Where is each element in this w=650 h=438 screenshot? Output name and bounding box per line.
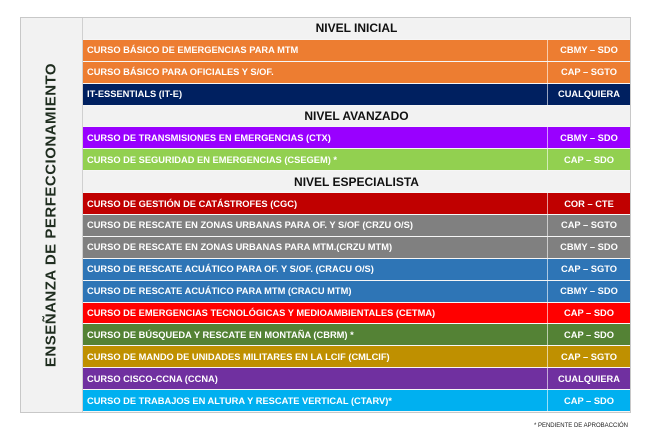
side-title-cell: ENSEÑANZA DE PERFECCIONAMIENTO — [21, 18, 83, 412]
footnote: * PENDIENTE DE APROBACCIÓN — [533, 423, 628, 429]
course-name: CURSO DE RESCATE ACUÁTICO PARA OF. Y S/O… — [83, 258, 547, 280]
course-name: CURSO DE SEGURIDAD EN EMERGENCIAS (CSEGE… — [83, 149, 547, 171]
course-rank: CAP – SDO — [547, 149, 630, 171]
table-row: CURSO DE BÚSQUEDA Y RESCATE EN MONTAÑA (… — [83, 324, 630, 347]
table-row: CURSO DE TRABAJOS EN ALTURA Y RESCATE VE… — [83, 390, 630, 413]
side-title: ENSEÑANZA DE PERFECCIONAMIENTO — [42, 62, 60, 368]
table-row: CURSO BÁSICO PARA OFICIALES Y S/OF. CAP –… — [83, 61, 630, 84]
course-rank: CAP – SGTO — [547, 346, 630, 368]
course-name: CURSO DE RESCATE EN ZONAS URBANAS PARA M… — [83, 236, 547, 258]
section-header: NIVEL AVANZADO — [83, 105, 630, 128]
course-name: CURSO DE TRANSMISIONES EN EMERGENCIAS (C… — [83, 127, 547, 149]
table-row: CURSO BÁSICO DE EMERGENCIAS PARA MTM CBMY… — [83, 39, 630, 62]
table-row: CURSO DE SEGURIDAD EN EMERGENCIAS (CSEGE… — [83, 149, 630, 172]
table-row: CURSO DE RESCATE EN ZONAS URBANAS PARA M… — [83, 236, 630, 259]
table-rows: NIVEL INICIAL CURSO BÁSICO DE EMERGENCIAS… — [83, 18, 630, 413]
course-rank: CAP – SGTO — [547, 61, 630, 83]
table-row: CURSO DE RESCATE ACUÁTICO PARA OF. Y S/O… — [83, 258, 630, 281]
course-rank: CAP – SGTO — [547, 215, 630, 236]
course-name: CURSO CISCO-CCNA (CCNA) — [83, 368, 547, 390]
course-name: CURSO DE RESCATE ACUÁTICO PARA MTM (CRAC… — [83, 280, 547, 302]
course-rank: CBMY – SDO — [547, 127, 630, 149]
course-rank: CUALQUIERA — [547, 368, 630, 390]
course-rank: COR – CTE — [547, 193, 630, 215]
course-rank: CBMY – SDO — [547, 280, 630, 302]
course-name: CURSO DE EMERGENCIAS TECNOLÓGICAS Y MEDI… — [83, 302, 547, 324]
course-name: CURSO DE GESTIÓN DE CATÁSTROFES (CGC) — [83, 193, 547, 215]
table-row: CURSO DE EMERGENCIAS TECNOLÓGICAS Y MEDI… — [83, 302, 630, 325]
table-row: CURSO DE TRANSMISIONES EN EMERGENCIAS (C… — [83, 127, 630, 150]
course-rank: CBMY – SDO — [547, 39, 630, 61]
table-row: CURSO DE GESTIÓN DE CATÁSTROFES (CGC) COR… — [83, 193, 630, 216]
table-row: IT-ESSENTIALS (IT-E) CUALQUIERA — [83, 83, 630, 106]
section-header: NIVEL INICIAL — [83, 18, 630, 40]
course-name: CURSO DE MANDO DE UNIDADES MILITARES EN … — [83, 346, 547, 368]
course-name: CURSO DE BÚSQUEDA Y RESCATE EN MONTAÑA (… — [83, 324, 547, 346]
course-rank: CAP – SDO — [547, 302, 630, 324]
course-name: CURSO DE TRABAJOS EN ALTURA Y RESCATE VE… — [83, 390, 547, 412]
table-row: CURSO CISCO-CCNA (CCNA) CUALQUIERA — [83, 368, 630, 391]
table-row: CURSO DE MANDO DE UNIDADES MILITARES EN … — [83, 346, 630, 369]
course-name: CURSO BÁSICO PARA OFICIALES Y S/OF. — [83, 61, 547, 83]
course-rank: CAP – SDO — [547, 390, 630, 412]
course-rank: CUALQUIERA — [547, 83, 630, 105]
course-name: CURSO BÁSICO DE EMERGENCIAS PARA MTM — [83, 39, 547, 61]
course-rank: CAP – SDO — [547, 324, 630, 346]
course-name: IT-ESSENTIALS (IT-E) — [83, 83, 547, 105]
course-rank: CBMY – SDO — [547, 236, 630, 258]
course-table: ENSEÑANZA DE PERFECCIONAMIENTO NIVEL INI… — [20, 17, 631, 413]
course-rank: CAP – SGTO — [547, 258, 630, 280]
section-header: NIVEL ESPECIALISTA — [83, 171, 630, 194]
table-row: CURSO DE RESCATE EN ZONAS URBANAS PARA O… — [83, 215, 630, 237]
course-name: CURSO DE RESCATE EN ZONAS URBANAS PARA O… — [83, 215, 547, 236]
table-row: CURSO DE RESCATE ACUÁTICO PARA MTM (CRAC… — [83, 280, 630, 303]
